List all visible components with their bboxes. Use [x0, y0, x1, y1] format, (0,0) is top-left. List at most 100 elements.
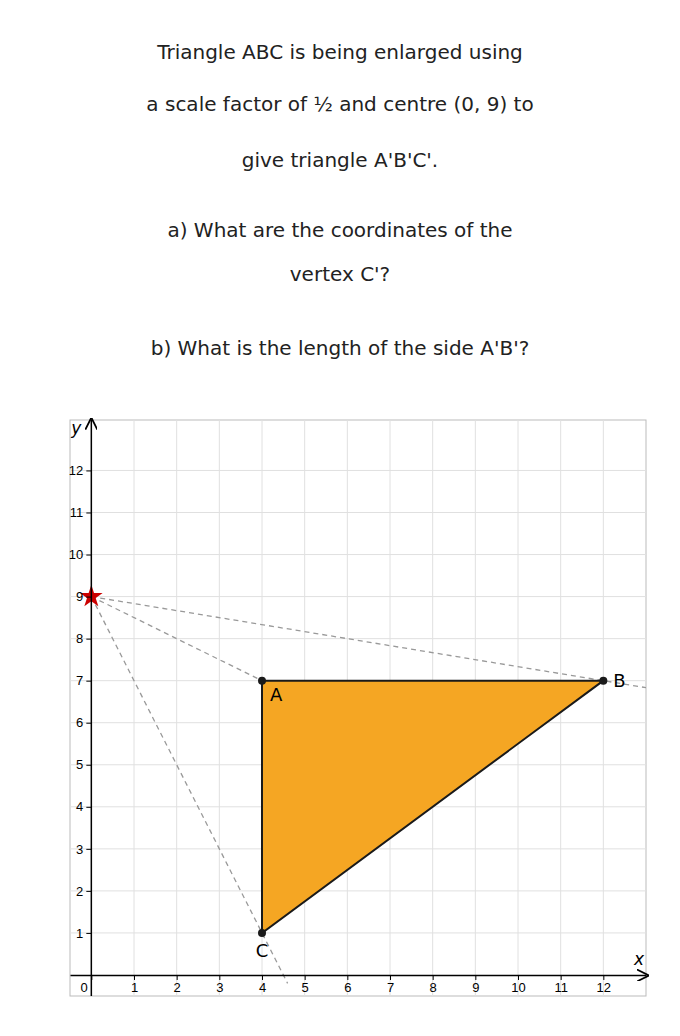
axis-line	[71, 975, 647, 977]
vertex	[258, 677, 266, 685]
tick-label: 0	[80, 980, 87, 995]
grid-line	[134, 420, 135, 996]
tick: 11	[70, 505, 92, 520]
annotation: a) What are the coordinates of the	[167, 218, 512, 242]
grid-line	[70, 932, 646, 933]
grid-line	[70, 470, 646, 471]
tick-mark	[86, 723, 91, 724]
tick-label: 3	[76, 842, 83, 857]
tick-label: 1	[76, 926, 83, 941]
tick-label: 1	[131, 980, 138, 995]
vertex-label: A	[270, 684, 283, 705]
tick-label: 9	[472, 980, 479, 995]
tick: 8	[76, 631, 91, 646]
ray	[91, 597, 287, 694]
tick: 8	[430, 975, 437, 995]
tick: 7	[387, 975, 394, 995]
annotation: vertex C'?	[290, 262, 390, 286]
tick: 4	[259, 975, 266, 995]
grid-line	[70, 554, 646, 555]
tick-label: 7	[387, 980, 394, 995]
grid-line	[70, 638, 646, 639]
grid-line	[176, 420, 177, 996]
tick-mark	[86, 849, 91, 850]
chart: Triangle ABC is being enlarged using a sc…	[0, 0, 680, 1036]
tick-label: 2	[76, 884, 83, 899]
tick: 12	[597, 975, 611, 995]
tick-label: 2	[174, 980, 181, 995]
tick-label: 5	[302, 980, 309, 995]
tick-mark	[86, 639, 91, 640]
axis-line	[91, 420, 93, 996]
ray	[91, 597, 646, 694]
tick: 9	[472, 975, 479, 995]
x-axis-label: x	[633, 949, 645, 969]
tick-label: 11	[70, 505, 84, 520]
grid-line	[91, 420, 92, 996]
annotation: Triangle ABC is being enlarged using	[156, 40, 523, 64]
tick-label: 7	[76, 673, 83, 688]
plot-frame	[70, 420, 646, 996]
tick-mark	[86, 933, 91, 934]
tick-mark	[86, 597, 91, 598]
annotation: a scale factor of ½ and centre (0, 9) to	[146, 92, 533, 116]
tick: 2	[76, 884, 91, 899]
annotation: give triangle A'B'C'.	[242, 148, 438, 172]
tick-mark	[86, 807, 91, 808]
grid-line	[70, 890, 646, 891]
tick: 2	[174, 975, 181, 995]
tick-mark	[86, 681, 91, 682]
tick-mark	[86, 765, 91, 766]
tick-mark	[86, 470, 91, 471]
y-axis-label: y	[70, 418, 82, 438]
ray	[91, 597, 287, 984]
tick-label: 12	[597, 980, 611, 995]
tick: 5	[76, 757, 91, 772]
tick: 4	[76, 799, 91, 814]
tick-label: 11	[554, 980, 568, 995]
tick-mark	[86, 555, 91, 556]
tick: 3	[76, 842, 91, 857]
tick-mark	[86, 512, 91, 513]
tick-label: 12	[69, 463, 83, 478]
tick-label: 10	[69, 547, 83, 562]
grid-line	[70, 512, 646, 513]
tick-label: 3	[216, 980, 223, 995]
tick: 6	[344, 975, 351, 995]
tick: 3	[216, 975, 223, 995]
vertex	[258, 929, 266, 937]
tick-label: 5	[76, 757, 83, 772]
tick: 9	[76, 589, 91, 604]
vertex-label: B	[613, 670, 625, 691]
annotation: b) What is the length of the side A'B'?	[151, 336, 530, 360]
tick-label: 6	[344, 980, 351, 995]
vertex	[599, 677, 607, 685]
tick: 5	[302, 975, 309, 995]
tick-label: 4	[259, 980, 266, 995]
x-axis: 0123456789101112	[71, 975, 647, 995]
point-labels: A B C	[256, 670, 626, 961]
tick: 0	[80, 975, 91, 995]
y-axis: 123456789101112	[69, 420, 91, 996]
tick-label: 8	[76, 631, 83, 646]
tick-label: 10	[511, 980, 525, 995]
tick: 11	[554, 975, 568, 995]
tick: 1	[131, 975, 138, 995]
tick: 10	[511, 975, 525, 995]
tick: 6	[76, 715, 91, 730]
grid-line	[70, 596, 646, 597]
tick: 12	[69, 463, 91, 478]
triangle	[262, 681, 603, 933]
annotations: Triangle ABC is being enlarged using a sc…	[146, 40, 533, 360]
tick: 7	[76, 673, 91, 688]
tick-label: 9	[76, 589, 83, 604]
tick-label: 4	[76, 799, 83, 814]
grid	[70, 420, 646, 996]
tick-label: 6	[76, 715, 83, 730]
tick: 1	[76, 926, 91, 941]
tick-label: 8	[430, 980, 437, 995]
vertex-label: C	[256, 940, 269, 961]
marks	[80, 585, 646, 984]
grid-line	[219, 420, 220, 996]
grid-line	[603, 420, 604, 996]
